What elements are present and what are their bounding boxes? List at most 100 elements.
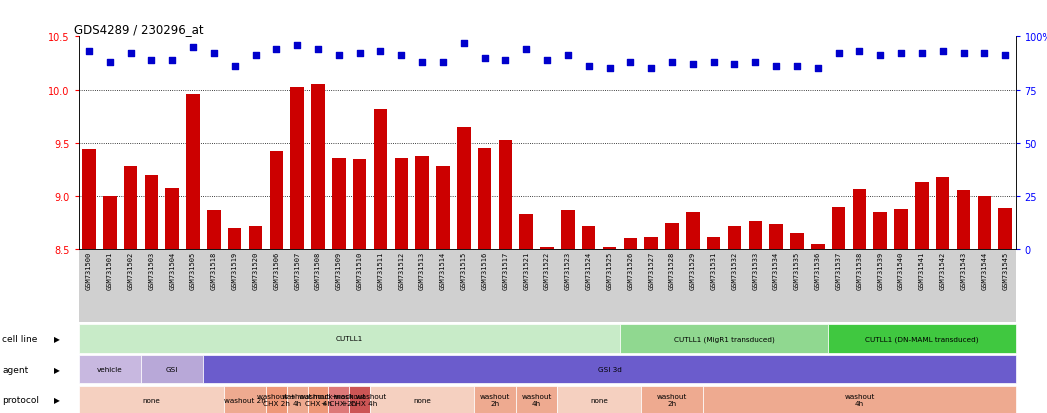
Bar xyxy=(228,229,242,250)
Bar xyxy=(416,156,429,250)
Point xyxy=(81,49,97,55)
Bar xyxy=(165,188,179,250)
Text: washout +
CHX 4h: washout + CHX 4h xyxy=(298,393,337,406)
Bar xyxy=(561,211,575,250)
Text: washout
2h: washout 2h xyxy=(656,393,687,406)
Bar xyxy=(624,238,638,250)
Bar xyxy=(374,109,387,250)
Point xyxy=(747,59,763,66)
Text: ▶: ▶ xyxy=(54,365,61,374)
Text: washout
2h: washout 2h xyxy=(480,393,510,406)
Point xyxy=(622,59,639,66)
Bar xyxy=(186,95,200,250)
Bar xyxy=(519,215,533,250)
Text: agent: agent xyxy=(2,365,28,374)
Text: GDS4289 / 230296_at: GDS4289 / 230296_at xyxy=(74,23,203,36)
Text: washout
4h: washout 4h xyxy=(282,393,312,406)
Point xyxy=(205,51,222,57)
Text: CUTLL1 (DN-MAML transduced): CUTLL1 (DN-MAML transduced) xyxy=(865,335,979,342)
Text: GSI: GSI xyxy=(166,366,178,372)
Text: washout +
CHX 2h: washout + CHX 2h xyxy=(257,393,295,406)
Point xyxy=(559,53,576,59)
Point xyxy=(685,62,701,68)
Text: washout
4h: washout 4h xyxy=(844,393,874,406)
Point xyxy=(247,53,264,59)
Point xyxy=(538,57,555,64)
Point xyxy=(809,66,826,72)
Bar xyxy=(811,244,825,250)
Point xyxy=(913,51,930,57)
Point xyxy=(102,59,118,66)
Point xyxy=(851,49,868,55)
Point xyxy=(830,51,847,57)
Bar xyxy=(831,207,845,250)
Bar xyxy=(603,248,617,250)
Bar xyxy=(144,176,158,250)
Bar xyxy=(207,211,221,250)
Bar xyxy=(456,128,470,250)
Text: none: none xyxy=(142,397,160,403)
Point xyxy=(997,53,1013,59)
Bar xyxy=(999,209,1012,250)
Bar xyxy=(103,197,116,250)
Bar xyxy=(477,149,491,250)
Bar xyxy=(749,221,762,250)
Bar xyxy=(437,167,450,250)
Text: none: none xyxy=(414,397,431,403)
Bar xyxy=(311,85,325,250)
Point xyxy=(955,51,972,57)
Bar xyxy=(353,159,366,250)
Point xyxy=(331,53,348,59)
Bar xyxy=(707,237,720,250)
Point xyxy=(893,51,910,57)
Text: none: none xyxy=(591,397,608,403)
Bar xyxy=(873,213,887,250)
Bar xyxy=(582,226,596,250)
Point xyxy=(268,47,285,53)
Bar xyxy=(665,223,678,250)
Bar xyxy=(332,159,346,250)
Text: mock washout
+ CHX 2h: mock washout + CHX 2h xyxy=(313,393,365,406)
Text: ▶: ▶ xyxy=(54,395,61,404)
Point xyxy=(476,55,493,62)
Point xyxy=(872,53,889,59)
Point xyxy=(601,66,618,72)
Bar xyxy=(957,190,971,250)
Bar xyxy=(686,213,699,250)
Point xyxy=(788,64,805,70)
Text: CUTLL1: CUTLL1 xyxy=(336,336,363,342)
Text: ▶: ▶ xyxy=(54,334,61,343)
Point xyxy=(455,40,472,47)
Bar xyxy=(852,189,866,250)
Text: washout
4h: washout 4h xyxy=(521,393,552,406)
Point xyxy=(184,45,201,51)
Bar xyxy=(790,234,804,250)
Point xyxy=(767,64,784,70)
Point xyxy=(143,57,160,64)
Bar xyxy=(269,152,283,250)
Point xyxy=(372,49,388,55)
Point xyxy=(497,57,514,64)
Point xyxy=(664,59,681,66)
Point xyxy=(643,66,660,72)
Bar xyxy=(290,88,304,250)
Bar xyxy=(978,197,992,250)
Bar xyxy=(249,226,263,250)
Bar xyxy=(540,248,554,250)
Point xyxy=(518,47,535,53)
Bar xyxy=(644,237,658,250)
Point xyxy=(706,59,722,66)
Bar xyxy=(498,140,512,250)
Point xyxy=(122,51,139,57)
Bar xyxy=(770,224,783,250)
Text: CUTLL1 (MigR1 transduced): CUTLL1 (MigR1 transduced) xyxy=(673,335,775,342)
Bar xyxy=(915,183,929,250)
Point xyxy=(726,62,742,68)
Bar xyxy=(124,167,137,250)
Text: GSI 3d: GSI 3d xyxy=(598,366,622,372)
Point xyxy=(934,49,951,55)
Point xyxy=(351,51,367,57)
Point xyxy=(289,43,306,49)
Bar xyxy=(894,209,908,250)
Bar xyxy=(728,226,741,250)
